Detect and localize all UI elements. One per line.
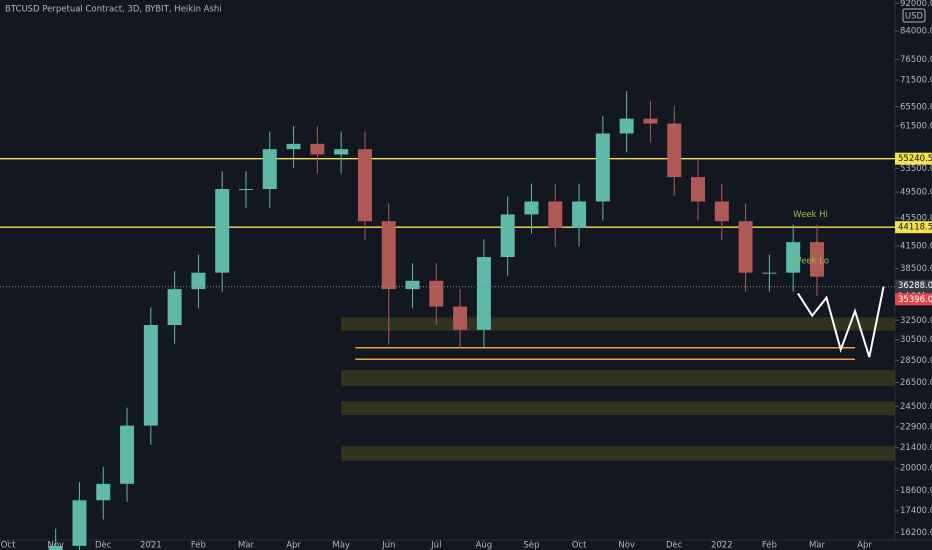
y-tick-label: 84000.0 xyxy=(900,27,932,37)
level-label: 44118.5 xyxy=(898,223,932,233)
x-tick-label: Dec xyxy=(95,541,112,550)
candle-body xyxy=(286,143,301,150)
y-tick-label: 16200.0 xyxy=(900,528,932,538)
candle-body xyxy=(572,201,587,228)
y-tick-label: 28500.0 xyxy=(900,356,932,366)
candle-body xyxy=(96,483,111,501)
x-tick-label: Jun xyxy=(381,541,395,550)
candle-body xyxy=(262,149,277,190)
y-tick-label: 71500.0 xyxy=(900,76,932,86)
candle-body xyxy=(48,545,63,550)
projection-line xyxy=(797,286,885,358)
level-label-box xyxy=(895,221,932,234)
y-tick-label: 41500.0 xyxy=(900,241,932,251)
zone xyxy=(341,317,895,331)
x-tick-label: Nov xyxy=(618,541,635,550)
y-tick-label: 49500.0 xyxy=(900,188,932,198)
x-tick-label: Feb xyxy=(762,541,777,550)
x-tick-label: Mar xyxy=(809,541,826,550)
x-tick-label: Oct xyxy=(1,541,16,550)
candle-body xyxy=(215,189,230,273)
x-tick-label: Sep xyxy=(523,541,539,550)
chart-title: BTCUSD Perpetual Contract, 3D, BYBIT, He… xyxy=(5,5,222,15)
candle-body xyxy=(500,214,515,258)
last-price-label: 36288.0 xyxy=(898,281,932,291)
level-label-box xyxy=(895,152,932,165)
zone xyxy=(341,401,895,416)
x-tick-label: Apr xyxy=(857,541,872,550)
y-tick-label: 61500.0 xyxy=(900,121,932,131)
y-tick-label: 45500.0 xyxy=(900,213,932,223)
candle-body xyxy=(786,242,801,273)
y-tick-label: 92000.0 xyxy=(900,0,932,9)
x-tick-label: Dec xyxy=(666,541,683,550)
candle-body xyxy=(429,280,444,307)
x-tick-label: May xyxy=(332,541,350,550)
currency: USD xyxy=(905,12,924,22)
y-tick-label: 24500.0 xyxy=(900,402,932,412)
annotation: Week Lo xyxy=(793,256,829,266)
candle-body xyxy=(310,143,325,155)
y-tick-label: 53500.0 xyxy=(900,164,932,174)
low-price-label: 35396.0 xyxy=(898,295,932,305)
candle-body xyxy=(548,201,563,228)
zone xyxy=(341,446,895,461)
low-price-box xyxy=(895,293,932,306)
x-tick-label: Feb xyxy=(191,541,206,550)
y-tick-label: 76500.0 xyxy=(900,55,932,65)
zone xyxy=(341,370,895,386)
candle-body xyxy=(120,425,135,484)
y-tick-label: 22900.0 xyxy=(900,422,932,432)
x-tick-label: Mar xyxy=(238,541,255,550)
y-tick-label: 30500.0 xyxy=(900,335,932,345)
candle-body xyxy=(167,289,182,326)
annotation: Week Hi xyxy=(793,210,828,220)
x-tick-label: Jul xyxy=(430,541,441,550)
y-tick-label: 17400.0 xyxy=(900,506,932,516)
x-tick-label: Aug xyxy=(476,541,493,550)
x-tick-label: Oct xyxy=(572,541,587,550)
level-label: 55240.5 xyxy=(898,154,932,164)
y-tick-label: 38500.0 xyxy=(900,264,932,274)
currency-box xyxy=(902,8,926,23)
candle-body xyxy=(191,272,206,290)
candle-body xyxy=(381,221,396,290)
candle-body xyxy=(738,221,753,273)
y-tick-label: 32500.0 xyxy=(900,316,932,326)
y-tick-label: 20000.0 xyxy=(900,464,932,474)
candle-body xyxy=(238,189,253,191)
candle-body xyxy=(762,272,777,274)
y-tick-label: 18600.0 xyxy=(900,486,932,496)
candle-body xyxy=(334,149,349,155)
candle-body xyxy=(405,280,420,290)
candle-body xyxy=(619,118,634,134)
y-tick-label: 21400.0 xyxy=(900,443,932,453)
candle-body xyxy=(691,177,706,202)
candle-body xyxy=(453,306,468,330)
x-tick-label: 2021 xyxy=(140,541,162,550)
candle-body xyxy=(809,242,824,277)
candle-body xyxy=(667,123,682,178)
candle-body xyxy=(595,133,610,202)
y-tick-label: 26500.0 xyxy=(900,378,932,388)
x-tick-label: Apr xyxy=(286,541,301,550)
candle-body xyxy=(643,118,658,124)
candle-body xyxy=(72,500,87,546)
candle-body xyxy=(524,201,539,215)
candle-body xyxy=(357,149,372,222)
x-tick-label: 2022 xyxy=(711,541,733,550)
candle-body xyxy=(714,201,729,222)
candle-body xyxy=(476,257,491,330)
y-tick-label: 65500.0 xyxy=(900,102,932,112)
candle-body xyxy=(143,325,158,426)
